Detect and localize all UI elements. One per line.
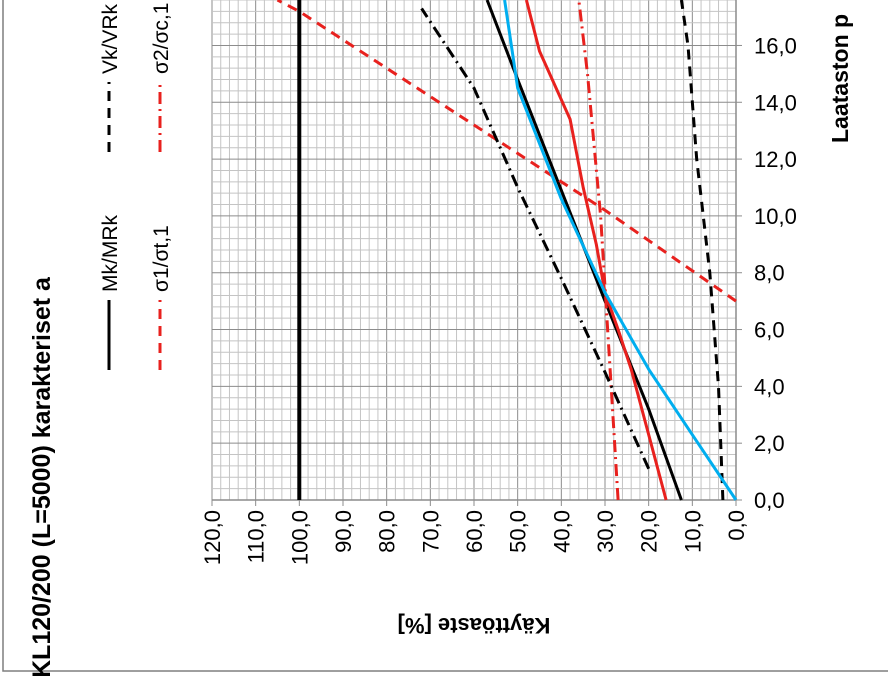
plot-series: [276, 0, 738, 501]
y-tick-label: 2,0: [754, 431, 785, 456]
series-line: [503, 0, 738, 501]
plot-grid: [211, 0, 737, 501]
chart-title-group: KL120/200 (L=5000) karakteriset a: [28, 276, 56, 678]
x-tick-label: 90,0: [331, 510, 356, 553]
legend-label: Mk/MRk: [99, 215, 122, 292]
x-tick-label: 20,0: [637, 510, 662, 553]
x-axis-title: Käyttöaste [%]: [398, 613, 551, 638]
chart-title: KL120/200 (L=5000) karakteriset a: [28, 276, 56, 676]
x-tick-label: 40,0: [549, 510, 574, 553]
x-tick-label: 80,0: [375, 510, 400, 553]
y-tick-label: 12,0: [754, 147, 797, 172]
x-tick-label: 0,0: [724, 510, 749, 541]
tick-labels: 0,0 10,0 20,0 30,0 40,0 50,0 60,0 70,0 80,0 90,0 1…: [200, 33, 797, 565]
legend-label: σ1/σt,1: [150, 225, 173, 292]
series-line: [679, 0, 725, 501]
legend: Mk/MRk Vk/VRk σ1/σt,1 σ2/σc,1: [99, 3, 173, 370]
y-tick-label: 10,0: [754, 204, 797, 229]
x-tick-label: 100,0: [287, 510, 312, 565]
legend-label: Vk/VRk: [99, 3, 122, 74]
y-tick-label: 4,0: [754, 374, 785, 399]
x-tick-label: 110,0: [244, 510, 269, 563]
x-tick-label: 10,0: [680, 510, 705, 553]
x-tick-label: 30,0: [593, 510, 618, 553]
x-tick-label: 50,0: [506, 510, 531, 553]
series-line: [420, 7, 651, 470]
y-axis-title: Laataston p: [827, 14, 853, 143]
legend-label: σ2/σc,1: [150, 3, 173, 74]
y-tick-label: 6,0: [754, 318, 785, 343]
y-tick-label: 8,0: [754, 261, 785, 286]
series-line: [524, 0, 668, 501]
x-tick-label: 70,0: [418, 510, 443, 553]
series-line: [276, 0, 737, 303]
x-tick-label: 60,0: [462, 510, 487, 553]
x-axis-title-group: Käyttöaste [%]: [398, 613, 551, 638]
y-tick-label: 14,0: [754, 90, 797, 115]
y-axis-title-group: Laataston p: [827, 14, 853, 143]
x-tick-label: 120,0: [200, 510, 225, 565]
y-tick-label: 16,0: [754, 33, 797, 58]
y-tick-label: 0,0: [754, 488, 785, 513]
